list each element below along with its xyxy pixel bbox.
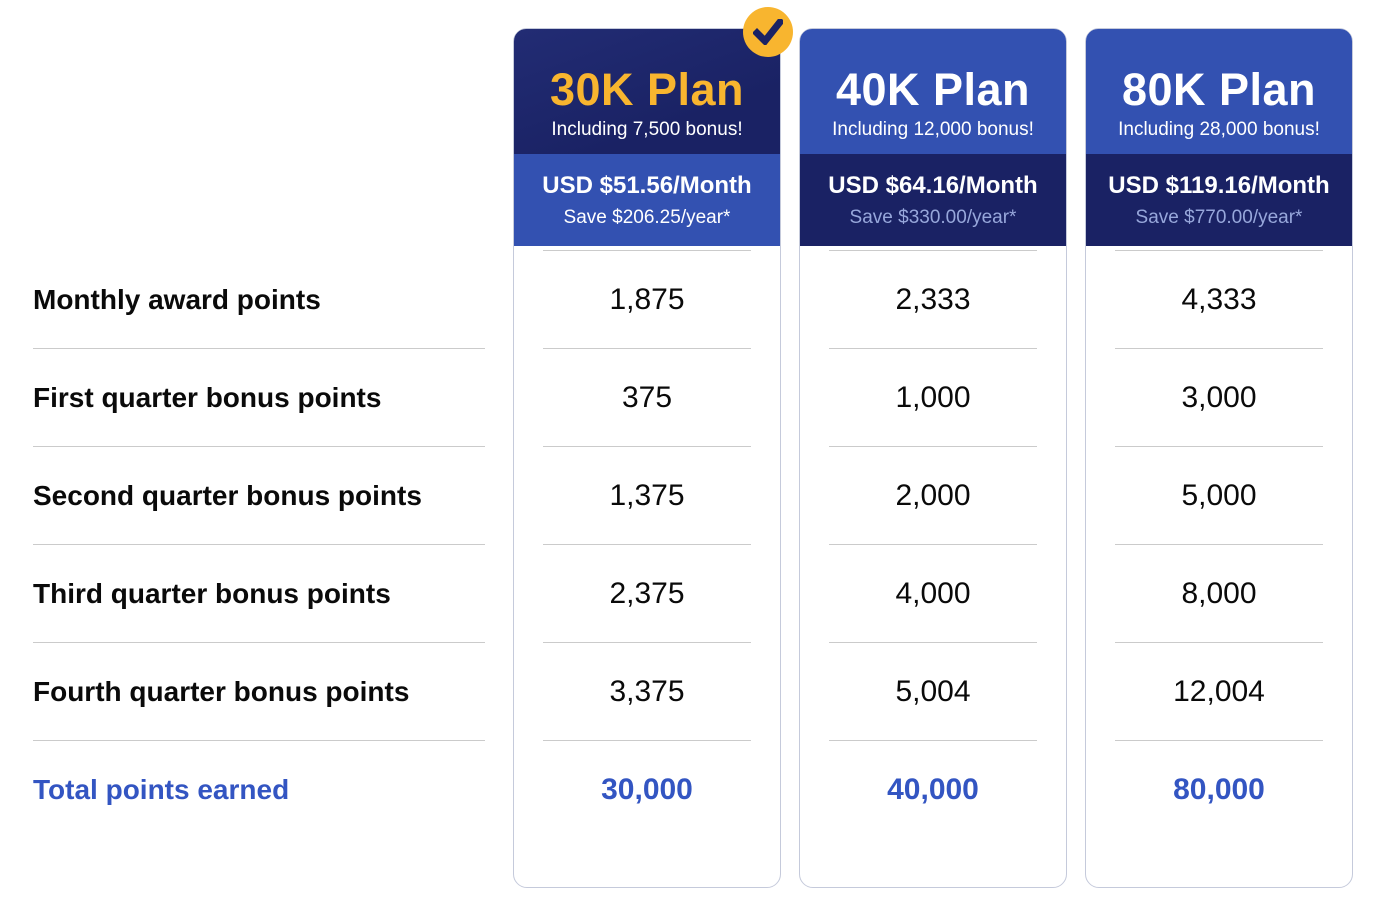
row-label-text: Monthly award points xyxy=(33,283,321,315)
plan-title: 30K Plan xyxy=(549,64,745,116)
value-monthly-award-points: 4,333 xyxy=(1115,250,1323,348)
value-second-quarter-bonus: 1,375 xyxy=(543,446,751,544)
row-label-text: First quarter bonus points xyxy=(33,381,382,413)
plan-save: Save $330.00/year* xyxy=(849,206,1017,228)
value-fourth-quarter-bonus: 5,004 xyxy=(829,642,1037,740)
plan-save: Save $770.00/year* xyxy=(1135,206,1303,228)
plan-header: 80K Plan Including 28,000 bonus! USD $11… xyxy=(1086,29,1352,246)
value-third-quarter-bonus: 4,000 xyxy=(829,544,1037,642)
row-label-third-quarter-bonus: Third quarter bonus points xyxy=(33,545,485,643)
plan-price: USD $64.16/Month xyxy=(828,171,1038,199)
value-fourth-quarter-bonus: 12,004 xyxy=(1115,642,1323,740)
plan-header: 30K Plan Including 7,500 bonus! USD $51.… xyxy=(514,29,780,246)
plan-card-80k[interactable]: 80K Plan Including 28,000 bonus! USD $11… xyxy=(1085,28,1353,888)
plan-subtitle: Including 12,000 bonus! xyxy=(832,119,1034,140)
plan-title: 40K Plan xyxy=(835,64,1031,116)
value-third-quarter-bonus: 2,375 xyxy=(543,544,751,642)
plan-header: 40K Plan Including 12,000 bonus! USD $64… xyxy=(800,29,1066,246)
plan-save: Save $206.25/year* xyxy=(563,206,731,228)
value-second-quarter-bonus: 5,000 xyxy=(1115,446,1323,544)
plan-values: 2,333 1,000 2,000 4,000 5,004 40,000 xyxy=(800,250,1066,838)
value-third-quarter-bonus: 8,000 xyxy=(1115,544,1323,642)
plan-price: USD $51.56/Month xyxy=(542,171,752,199)
plan-price-section: USD $64.16/Month Save $330.00/year* xyxy=(800,154,1066,246)
row-label-text: Second quarter bonus points xyxy=(33,479,422,511)
row-label-text: Third quarter bonus points xyxy=(33,577,391,609)
value-first-quarter-bonus: 375 xyxy=(543,348,751,446)
value-fourth-quarter-bonus: 3,375 xyxy=(543,642,751,740)
selected-plan-badge xyxy=(743,7,793,57)
value-first-quarter-bonus: 3,000 xyxy=(1115,348,1323,446)
row-label-text: Total points earned xyxy=(33,774,290,805)
plan-card-30k[interactable]: 30K Plan Including 7,500 bonus! USD $51.… xyxy=(513,7,793,888)
row-label-fourth-quarter-bonus: Fourth quarter bonus points xyxy=(33,643,485,741)
feature-labels-column: Monthly award points First quarter bonus… xyxy=(33,251,485,839)
value-monthly-award-points: 1,875 xyxy=(543,250,751,348)
plan-header-main: 30K Plan Including 7,500 bonus! xyxy=(514,29,780,154)
row-label-monthly-award-points: Monthly award points xyxy=(33,251,485,349)
value-first-quarter-bonus: 1,000 xyxy=(829,348,1037,446)
value-total-points-earned: 80,000 xyxy=(1115,740,1323,838)
plan-title: 80K Plan xyxy=(1121,64,1317,116)
row-label-second-quarter-bonus: Second quarter bonus points xyxy=(33,447,485,545)
plan-price-section: USD $119.16/Month Save $770.00/year* xyxy=(1086,154,1352,246)
row-label-first-quarter-bonus: First quarter bonus points xyxy=(33,349,485,447)
value-total-points-earned: 30,000 xyxy=(543,740,751,838)
row-label-total-points-earned: Total points earned xyxy=(33,741,485,839)
plan-header-main: 40K Plan Including 12,000 bonus! xyxy=(800,29,1066,154)
value-monthly-award-points: 2,333 xyxy=(829,250,1037,348)
plan-header-main: 80K Plan Including 28,000 bonus! xyxy=(1086,29,1352,154)
plan-card-40k[interactable]: 40K Plan Including 12,000 bonus! USD $64… xyxy=(799,28,1067,888)
value-total-points-earned: 40,000 xyxy=(829,740,1037,838)
plan-price: USD $119.16/Month xyxy=(1108,171,1330,199)
plan-subtitle: Including 7,500 bonus! xyxy=(551,119,743,140)
plan-price-section: USD $51.56/Month Save $206.25/year* xyxy=(514,154,780,246)
plan-values: 1,875 375 1,375 2,375 3,375 30,000 xyxy=(514,250,780,838)
value-second-quarter-bonus: 2,000 xyxy=(829,446,1037,544)
check-icon xyxy=(753,19,783,45)
row-label-text: Fourth quarter bonus points xyxy=(33,675,410,707)
plan-values: 4,333 3,000 5,000 8,000 12,004 80,000 xyxy=(1086,250,1352,838)
plan-subtitle: Including 28,000 bonus! xyxy=(1118,119,1320,140)
